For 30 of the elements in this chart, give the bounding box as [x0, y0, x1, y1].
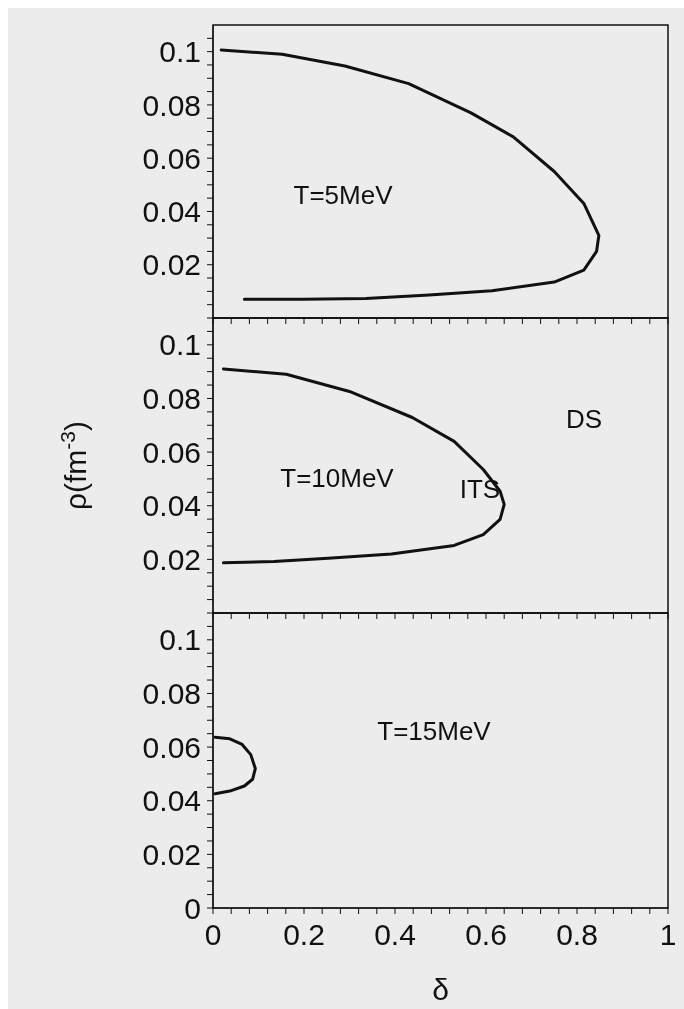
- x-tick-label: 0.2: [283, 918, 325, 952]
- y-tick-label: 0.06: [142, 435, 201, 469]
- y-tick-label: 0.1: [159, 623, 201, 657]
- line-series: [219, 48, 601, 301]
- x-tick-label: 0.8: [556, 918, 598, 952]
- x-tick-label: 0.6: [465, 918, 507, 952]
- x-axis-title: δ: [432, 973, 449, 1006]
- y-tick-label: 0.04: [142, 195, 201, 229]
- y-tick-label: 0.02: [142, 543, 201, 577]
- annotation: T=5MeV: [293, 180, 394, 210]
- y-tick-label: 0.06: [142, 730, 201, 764]
- y-tick-label: 0.02: [142, 838, 201, 872]
- y-tick-label: 0.06: [142, 141, 201, 175]
- line-series: [221, 367, 506, 565]
- y-tick-label: 0.08: [142, 677, 201, 711]
- y-tick-label: 0.08: [142, 88, 201, 122]
- x-tick-label: 1: [659, 918, 677, 952]
- y-tick-label: 0.1: [159, 35, 201, 69]
- annotation: DS: [565, 404, 603, 434]
- x-tick-label: 0: [204, 918, 222, 952]
- annotation: T=15MeV: [377, 716, 492, 746]
- y-tick-label: 0.04: [142, 784, 201, 818]
- annotation: ITS: [459, 474, 501, 504]
- y-tick-label: 0: [184, 891, 201, 925]
- y-tick-label: 0.1: [159, 328, 201, 362]
- y-tick-label: 0.08: [142, 382, 201, 416]
- x-tick-label: 0.4: [374, 918, 416, 952]
- y-tick-label: 0.04: [142, 489, 201, 523]
- annotation: T=10MeV: [280, 463, 395, 493]
- y-tick-label: 0.02: [142, 248, 201, 282]
